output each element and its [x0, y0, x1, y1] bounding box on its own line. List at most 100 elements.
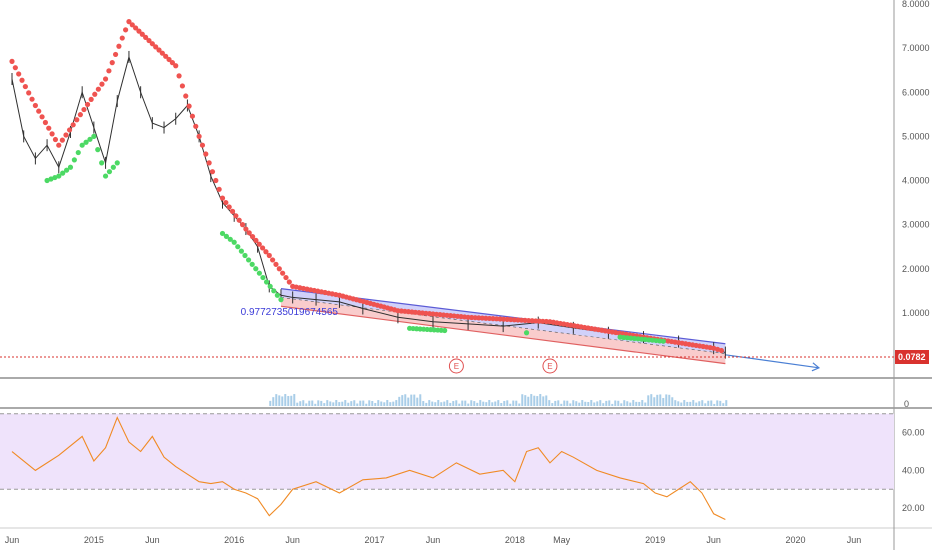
x-tick-label: Jun	[706, 535, 721, 545]
volume-bar	[533, 395, 536, 406]
sar-down-dot	[270, 257, 276, 263]
volume-bar	[701, 400, 704, 406]
sar-down-dot	[29, 96, 35, 102]
sar-down-dot	[219, 195, 226, 201]
volume-bar	[638, 401, 641, 406]
sar-down-dot	[88, 96, 94, 102]
volume-bar	[503, 400, 506, 406]
sar-up-dot	[56, 173, 62, 179]
sar-down-dot	[95, 86, 101, 92]
volume-bar	[395, 400, 398, 406]
volume-bar	[599, 400, 602, 406]
volume-bar	[308, 400, 311, 406]
sar-up-dot	[102, 173, 109, 179]
volume-bar	[365, 403, 368, 406]
volume-bar	[590, 400, 593, 406]
volume-bar	[623, 400, 626, 406]
volume-bar	[569, 403, 572, 406]
volume-bar	[518, 403, 521, 406]
volume-bar	[539, 394, 542, 406]
sar-up-dot	[235, 244, 241, 250]
volume-bar	[335, 400, 338, 406]
volume-bar	[302, 400, 305, 406]
sar-down-dot	[206, 160, 212, 166]
volume-bar	[611, 403, 614, 406]
sar-down-dot	[203, 151, 209, 157]
volume-bar	[473, 401, 476, 406]
volume-bar	[470, 400, 473, 406]
rsi-tick-label: 20.00	[902, 503, 925, 513]
sar-down-dot	[42, 119, 49, 126]
volume-bar	[641, 400, 644, 406]
sar-down-dot	[9, 58, 15, 64]
volume-bar	[548, 400, 551, 406]
sar-down-dot	[16, 71, 22, 77]
y-tick-label: 6.0000	[902, 87, 930, 97]
volume-bar	[458, 403, 461, 406]
sar-up-dot	[48, 176, 54, 182]
sar-down-dot	[46, 125, 52, 131]
axes: 8.0000 7.0000 6.0000 5.0000 4.0000 3.0000 2.00…	[5, 0, 930, 545]
volume-bar	[497, 400, 500, 406]
sar-down-dot	[256, 241, 262, 247]
sar-down-dot	[176, 73, 182, 79]
volume-bar	[725, 400, 728, 406]
sar-down-dot	[169, 60, 175, 66]
volume-bar	[635, 401, 638, 406]
volume-bar	[398, 396, 401, 406]
sar-up-dot	[253, 266, 259, 272]
volume-bar	[416, 397, 419, 406]
sar-down-dot	[236, 217, 242, 223]
volume-bar	[284, 394, 287, 406]
sar-down-dot	[26, 90, 32, 96]
sar-down-dot	[146, 37, 152, 44]
sar-down-dot	[136, 28, 142, 34]
volume-bar	[662, 397, 665, 406]
volume-bar	[389, 402, 392, 406]
volume-bar	[293, 394, 296, 406]
volume-bar	[527, 396, 530, 406]
volume-bar	[626, 401, 629, 406]
sar-down-dot	[199, 142, 206, 148]
sar-up-dot	[83, 139, 89, 145]
volume-bar	[461, 400, 464, 406]
volume-bar	[377, 400, 380, 406]
price-series	[9, 19, 726, 359]
sar-up-dot	[256, 270, 262, 276]
volume-bars	[269, 394, 728, 406]
x-tick-label: May	[553, 535, 571, 545]
sar-up-dot	[245, 257, 252, 263]
volume-bar	[593, 402, 596, 406]
sar-down-dot	[183, 93, 189, 99]
volume-bar	[392, 401, 395, 406]
rsi-band	[0, 413, 894, 490]
earnings-marker[interactable]	[448, 358, 464, 374]
volume-bar	[656, 394, 659, 406]
volume-bar	[620, 403, 623, 406]
volume-bar	[446, 400, 449, 406]
volume-bar	[272, 397, 275, 406]
volume-bar	[464, 400, 467, 406]
volume-bar	[644, 402, 647, 406]
volume-bar	[299, 401, 302, 406]
sar-up-dot	[260, 274, 266, 281]
y-tick-label: 5.0000	[902, 131, 930, 141]
sar-down-dot	[109, 60, 115, 66]
earnings-marker[interactable]	[542, 358, 558, 374]
volume-bar	[404, 394, 407, 406]
sar-up-dot	[110, 164, 116, 170]
sar-up-dot	[442, 327, 448, 334]
volume-bar	[575, 401, 578, 406]
sar-down-dot	[106, 68, 112, 74]
sar-down-dot	[123, 27, 129, 33]
rsi-line	[11, 416, 726, 520]
sar-down-dot	[66, 127, 73, 133]
volume-bar	[455, 400, 458, 406]
volume-bar	[716, 400, 719, 406]
sar-down-dot	[193, 123, 199, 129]
sar-up-dot	[274, 292, 280, 298]
volume-bar	[440, 402, 443, 406]
sar-up-dot	[227, 236, 233, 242]
